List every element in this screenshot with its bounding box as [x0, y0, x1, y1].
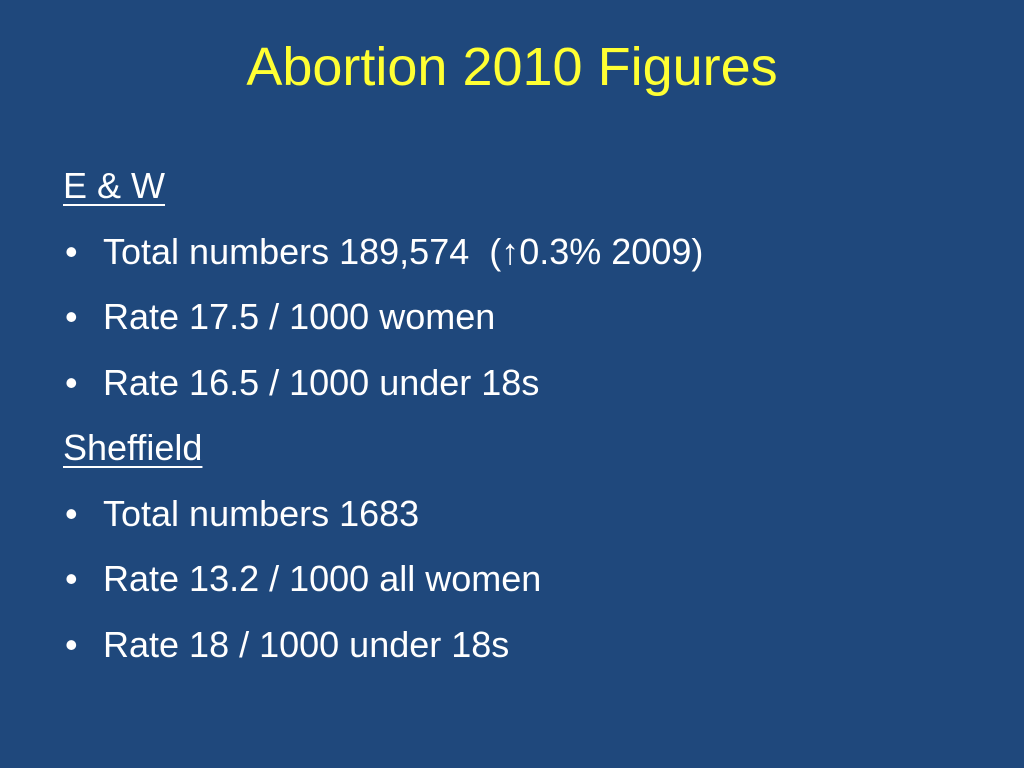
bullet-item: Total numbers 1683: [63, 484, 703, 550]
bullet-item: Total numbers 189,574 (↑0.3% 2009): [63, 222, 703, 288]
bullet-item: Rate 13.2 / 1000 all women: [63, 549, 703, 615]
bullet-item: Rate 18 / 1000 under 18s: [63, 615, 703, 681]
slide-title: Abortion 2010 Figures: [246, 37, 778, 97]
slide-body: E & WTotal numbers 189,574 (↑0.3% 2009)R…: [63, 156, 703, 680]
section-heading: Sheffield: [63, 427, 203, 468]
bullet-item: Rate 17.5 / 1000 women: [63, 287, 703, 353]
bullet-item: Rate 16.5 / 1000 under 18s: [63, 353, 703, 419]
section-heading: E & W: [63, 165, 166, 206]
